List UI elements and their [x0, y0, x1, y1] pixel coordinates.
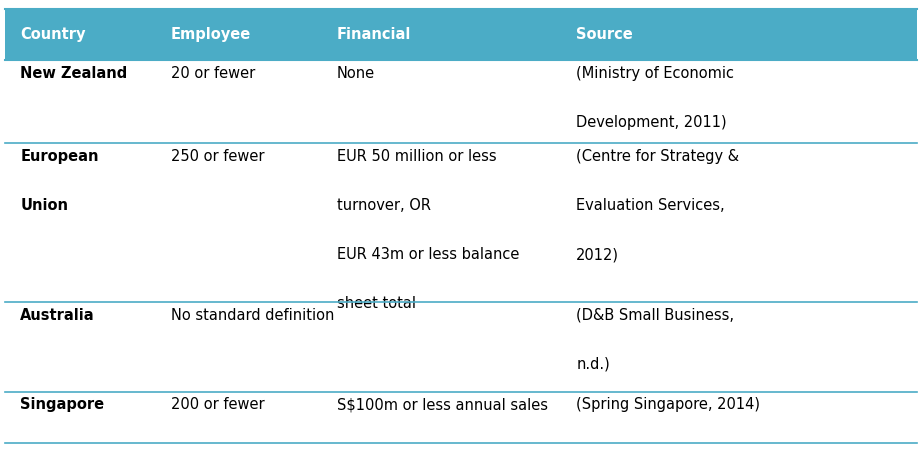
- Text: (Centre for Strategy &

Evaluation Services,

2012): (Centre for Strategy & Evaluation Servic…: [576, 149, 739, 262]
- Text: No standard definition: No standard definition: [171, 308, 334, 323]
- Text: None: None: [337, 66, 374, 81]
- Text: EUR 50 million or less

turnover, OR

EUR 43m or less balance

sheet total: EUR 50 million or less turnover, OR EUR …: [337, 149, 519, 311]
- Text: Singapore: Singapore: [20, 397, 104, 412]
- Text: 250 or fewer: 250 or fewer: [171, 149, 264, 164]
- Text: (Spring Singapore, 2014): (Spring Singapore, 2014): [576, 397, 761, 412]
- Text: 200 or fewer: 200 or fewer: [171, 397, 265, 412]
- Text: New Zealand: New Zealand: [20, 66, 127, 81]
- Text: Source: Source: [576, 27, 633, 42]
- Text: (Ministry of Economic

Development, 2011): (Ministry of Economic Development, 2011): [576, 66, 734, 130]
- FancyBboxPatch shape: [5, 302, 917, 392]
- Text: 20 or fewer: 20 or fewer: [171, 66, 254, 81]
- Text: Australia: Australia: [20, 308, 95, 323]
- Text: Country: Country: [20, 27, 86, 42]
- FancyBboxPatch shape: [5, 60, 917, 143]
- Text: S$100m or less annual sales: S$100m or less annual sales: [337, 397, 548, 412]
- Text: Financial: Financial: [337, 27, 411, 42]
- Text: European

Union: European Union: [20, 149, 99, 213]
- Text: Employee: Employee: [171, 27, 251, 42]
- Text: (D&B Small Business,

n.d.): (D&B Small Business, n.d.): [576, 308, 734, 372]
- FancyBboxPatch shape: [5, 143, 917, 302]
- FancyBboxPatch shape: [5, 9, 917, 60]
- FancyBboxPatch shape: [5, 392, 917, 443]
